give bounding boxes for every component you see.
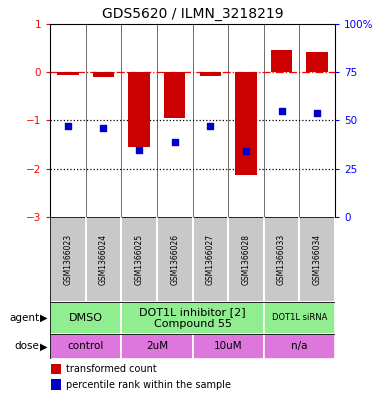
Text: DOT1L inhibitor [2]
Compound 55: DOT1L inhibitor [2] Compound 55 (139, 307, 246, 329)
Bar (264, 334, 335, 359)
Bar (264, 302, 335, 334)
Point (65, 123, 71, 129)
Bar (157, 217, 192, 302)
Bar (50, 217, 85, 302)
Text: GSM1366024: GSM1366024 (99, 234, 108, 285)
Point (278, 108, 285, 114)
Text: GSM1366028: GSM1366028 (241, 234, 250, 285)
Bar (50, 334, 121, 359)
Text: GSM1366033: GSM1366033 (277, 234, 286, 285)
Bar (57, 72, 79, 75)
Bar (52, 364, 62, 375)
Bar (93, 72, 114, 77)
Point (243, 148, 249, 154)
Bar (300, 217, 335, 302)
Bar (228, 217, 264, 302)
Bar (271, 50, 292, 72)
Text: ▶: ▶ (40, 342, 47, 351)
Text: dose: dose (15, 342, 39, 351)
Text: DOT1L siRNA: DOT1L siRNA (272, 313, 327, 322)
Text: percentile rank within the sample: percentile rank within the sample (66, 380, 231, 389)
Bar (264, 217, 300, 302)
Bar (192, 334, 264, 359)
Point (314, 110, 320, 116)
Bar (192, 217, 228, 302)
Text: agent: agent (9, 313, 39, 323)
Text: control: control (67, 342, 104, 351)
Text: transformed count: transformed count (66, 364, 156, 374)
Text: GSM1366027: GSM1366027 (206, 234, 215, 285)
Text: GSM1366023: GSM1366023 (64, 234, 72, 285)
Title: GDS5620 / ILMN_3218219: GDS5620 / ILMN_3218219 (102, 7, 283, 21)
Bar (199, 72, 221, 76)
Bar (128, 72, 150, 147)
Point (172, 139, 178, 145)
Point (136, 147, 142, 153)
Point (100, 125, 107, 131)
Point (207, 123, 213, 129)
Text: n/a: n/a (291, 342, 308, 351)
Text: ▶: ▶ (40, 313, 47, 323)
Bar (121, 334, 192, 359)
Text: 10uM: 10uM (214, 342, 243, 351)
Text: GSM1366025: GSM1366025 (135, 234, 144, 285)
Bar (52, 379, 62, 389)
Bar (50, 302, 121, 334)
Bar (235, 72, 257, 175)
Bar (85, 217, 121, 302)
Bar (164, 72, 186, 118)
Text: 2uM: 2uM (146, 342, 168, 351)
Bar (306, 52, 328, 72)
Text: GSM1366026: GSM1366026 (170, 234, 179, 285)
Text: DMSO: DMSO (69, 313, 103, 323)
Bar (121, 217, 157, 302)
Bar (121, 302, 264, 334)
Text: GSM1366034: GSM1366034 (313, 234, 321, 285)
